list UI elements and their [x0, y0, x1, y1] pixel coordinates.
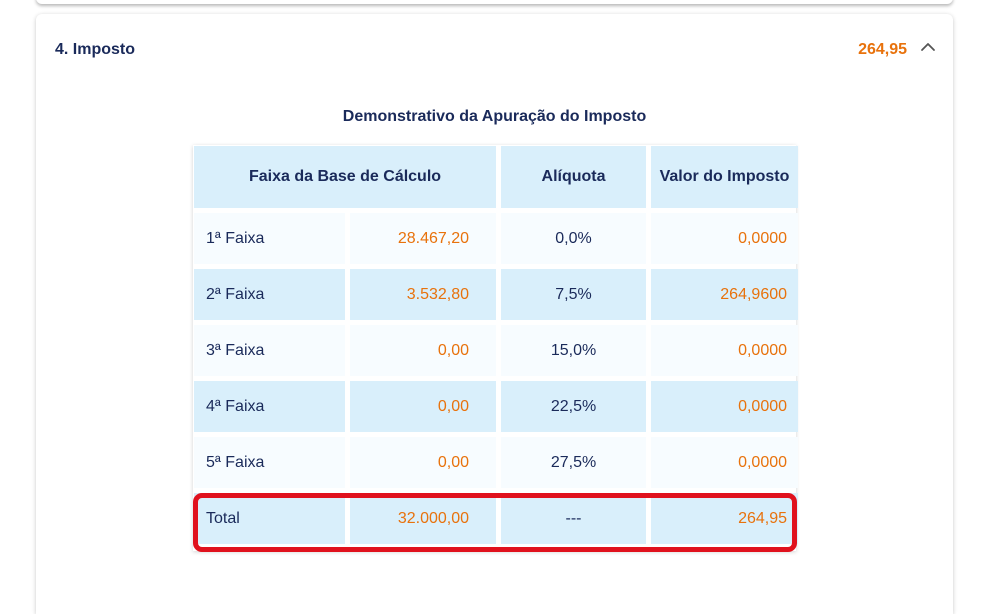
section-header[interactable]: 4. Imposto 264,95 — [36, 14, 953, 86]
aliquota-value: 7,5% — [501, 269, 647, 320]
tax-table-container: Faixa da Base de Cálculo Alíquota Valor … — [193, 145, 799, 551]
table-row: 3ª Faixa 0,00 15,0% 0,0000 — [194, 325, 799, 376]
base-value: 0,00 — [350, 437, 497, 488]
faixa-label: 1ª Faixa — [194, 213, 345, 264]
imposto-value: 0,0000 — [651, 437, 799, 488]
header-aliquota: Alíquota — [501, 146, 647, 208]
faixa-label: 2ª Faixa — [194, 269, 345, 320]
imposto-value: 264,9600 — [651, 269, 799, 320]
table-row: 5ª Faixa 0,00 27,5% 0,0000 — [194, 437, 799, 488]
imposto-value: 0,0000 — [651, 213, 799, 264]
total-aliquota-value: --- — [501, 493, 647, 544]
base-value: 0,00 — [350, 381, 497, 432]
chevron-up-icon[interactable] — [919, 38, 937, 56]
base-value: 3.532,80 — [350, 269, 497, 320]
faixa-label: 5ª Faixa — [194, 437, 345, 488]
section-title: 4. Imposto — [55, 41, 136, 58]
total-base-value: 32.000,00 — [350, 493, 497, 544]
aliquota-value: 22,5% — [501, 381, 647, 432]
imposto-value: 0,0000 — [651, 325, 799, 376]
aliquota-value: 27,5% — [501, 437, 647, 488]
table-header-row: Faixa da Base de Cálculo Alíquota Valor … — [194, 146, 799, 208]
tax-table: Faixa da Base de Cálculo Alíquota Valor … — [189, 141, 803, 549]
table-title: Demonstrativo da Apuração do Imposto — [342, 108, 647, 125]
table-row: 2ª Faixa 3.532,80 7,5% 264,9600 — [194, 269, 799, 320]
imposto-value: 0,0000 — [651, 381, 799, 432]
section-total-value: 264,95 — [858, 41, 907, 58]
total-imposto-value: 264,95 — [651, 493, 799, 544]
table-row: 1ª Faixa 28.467,20 0,0% 0,0000 — [194, 213, 799, 264]
base-value: 0,00 — [350, 325, 497, 376]
aliquota-value: 15,0% — [501, 325, 647, 376]
table-total-row: Total 32.000,00 --- 264,95 — [194, 493, 799, 544]
section-card-imposto: 4. Imposto 264,95 Demonstrativo da Apura… — [36, 14, 953, 614]
faixa-label: 3ª Faixa — [194, 325, 345, 376]
aliquota-value: 0,0% — [501, 213, 647, 264]
header-valor: Valor do Imposto — [651, 146, 799, 208]
faixa-label: 4ª Faixa — [194, 381, 345, 432]
table-row: 4ª Faixa 0,00 22,5% 0,0000 — [194, 381, 799, 432]
total-label: Total — [194, 493, 345, 544]
header-faixa: Faixa da Base de Cálculo — [194, 146, 497, 208]
base-value: 28.467,20 — [350, 213, 497, 264]
previous-section-card — [36, 0, 953, 4]
